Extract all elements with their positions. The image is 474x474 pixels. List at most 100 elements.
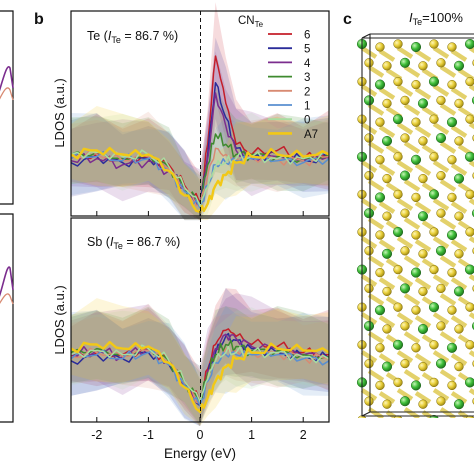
bond <box>439 331 457 344</box>
bond <box>439 369 457 382</box>
bottom-title-sub: Te <box>113 241 123 251</box>
atom-yellow <box>465 76 474 87</box>
bond <box>396 312 414 325</box>
atom-yellow <box>436 170 446 181</box>
bond <box>367 331 385 344</box>
bottom-series-lines <box>70 328 330 413</box>
atom-yellow <box>447 42 457 52</box>
bond <box>378 239 396 252</box>
atom-yellow <box>429 264 439 275</box>
atom-yellow <box>418 361 428 372</box>
atom-yellow <box>375 267 385 278</box>
atom-yellow <box>382 399 392 409</box>
atom-green <box>381 361 393 372</box>
top-title-part-b: = 86.7 %) <box>121 29 178 43</box>
atom-green <box>453 286 465 297</box>
bond <box>468 160 474 168</box>
bond <box>432 198 450 211</box>
atom-yellow <box>429 114 439 124</box>
bond <box>450 87 468 100</box>
bond <box>360 160 378 173</box>
bond <box>367 407 385 418</box>
atom-lattice <box>356 38 474 418</box>
bond <box>367 103 385 116</box>
atom-green <box>363 95 375 106</box>
atom-yellow <box>465 340 474 350</box>
atom-yellow <box>418 173 428 184</box>
atom-green <box>428 302 440 313</box>
bond <box>414 391 432 404</box>
atom-yellow <box>418 249 428 259</box>
atom-yellow <box>393 39 403 49</box>
bond <box>378 277 396 290</box>
atom-yellow <box>393 189 403 200</box>
atom-green <box>453 173 465 184</box>
bond <box>468 122 474 130</box>
top-band-A7 <box>71 106 329 221</box>
atom-yellow <box>411 192 421 203</box>
atom-green <box>379 417 381 418</box>
atom-yellow <box>436 283 446 294</box>
bond <box>439 179 457 192</box>
bond <box>468 350 474 358</box>
atom-yellow <box>454 136 464 146</box>
bond <box>367 65 385 78</box>
atom-yellow <box>454 324 464 334</box>
atom-yellow <box>418 399 428 409</box>
atom-green <box>435 358 447 369</box>
atom-yellow <box>375 117 385 127</box>
atom-yellow <box>382 324 392 334</box>
bond <box>403 369 421 382</box>
legend-label-6: 6 <box>304 30 310 42</box>
top-series-line-4 <box>70 92 330 207</box>
legend-label-1: 1 <box>304 101 310 113</box>
atom-green <box>429 414 439 418</box>
bond <box>450 201 468 214</box>
bottom-series-line-0 <box>70 344 330 403</box>
atom-yellow <box>447 267 457 278</box>
bond <box>414 201 432 214</box>
atom-yellow <box>400 358 410 369</box>
bond <box>378 315 396 328</box>
atom-yellow <box>447 192 457 203</box>
atom-yellow <box>465 302 474 312</box>
bottom-title-italic: I <box>110 235 114 249</box>
atom-green <box>410 154 422 165</box>
bond <box>360 46 378 59</box>
atom-green <box>399 283 411 294</box>
bond <box>414 277 432 290</box>
top-ylabel: LDOS (a.u.) <box>52 78 67 147</box>
atom-yellow <box>436 208 446 218</box>
bond <box>439 141 457 154</box>
bond <box>414 87 432 100</box>
bond <box>378 125 396 138</box>
bond <box>396 160 414 173</box>
atom-green <box>399 170 411 181</box>
bond <box>367 293 385 306</box>
atom-yellow <box>447 305 457 315</box>
atom-yellow <box>454 98 464 109</box>
bond <box>439 293 457 306</box>
atom-yellow <box>364 133 374 143</box>
bond <box>432 84 450 97</box>
panel-a-top-curves <box>0 66 14 92</box>
atom-yellow <box>400 321 410 331</box>
panel-c-title-suffix: =100% <box>422 10 463 25</box>
atom-yellow <box>393 76 403 87</box>
bond <box>414 163 432 176</box>
bond <box>360 122 378 135</box>
top-band-3 <box>71 86 329 221</box>
atom-green <box>464 377 474 388</box>
legend-header-main: CN <box>238 15 255 27</box>
atom-yellow <box>382 211 392 221</box>
bottom-band-A7 <box>71 298 329 427</box>
atom-yellow <box>418 286 428 297</box>
bond <box>450 125 468 138</box>
bond <box>450 49 468 62</box>
bond <box>403 179 421 192</box>
panel-c-title: ITe=100% <box>409 10 463 27</box>
bond <box>432 122 450 135</box>
legend-header-sub: Te <box>255 20 264 29</box>
legend-label-5: 5 <box>304 44 310 56</box>
atom-yellow <box>418 136 428 146</box>
